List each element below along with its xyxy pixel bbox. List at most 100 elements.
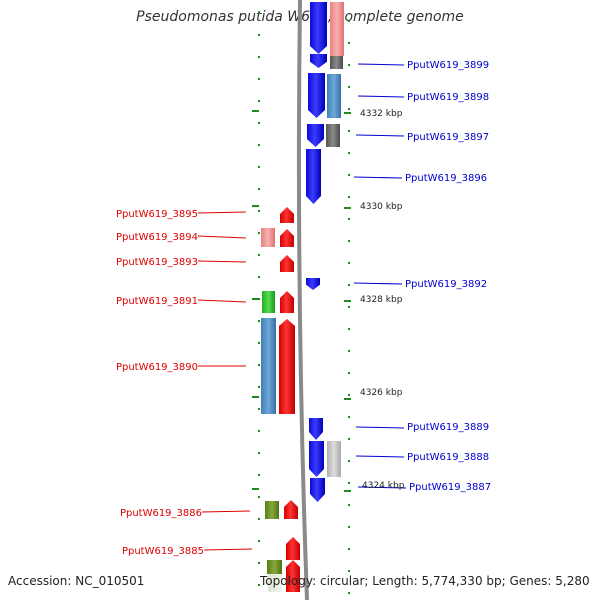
tick-mark-right	[348, 240, 350, 242]
label-connector	[203, 548, 253, 551]
tick-mark-left	[258, 452, 260, 454]
reverse-gene-label: PputW619_3891	[116, 296, 198, 307]
gene-feature-box	[267, 560, 282, 574]
tick-mark-right	[348, 174, 350, 176]
scale-label: 4332 kbp	[360, 109, 403, 119]
scale-label: 4328 kbp	[360, 295, 403, 305]
tick-mark-left	[258, 408, 260, 410]
tick-mark-left	[258, 342, 260, 344]
tick-mark-right	[348, 20, 350, 22]
tick-mark-right	[348, 526, 350, 528]
tick-mark-right	[348, 548, 350, 550]
major-tick-right	[344, 490, 351, 492]
major-tick-left	[252, 205, 259, 207]
forward-gene-label: PputW619_3896	[405, 173, 487, 184]
tick-mark-left	[258, 122, 260, 124]
gene-arrow-forward	[309, 441, 324, 477]
tick-mark-right	[348, 86, 350, 88]
gene-arrow-forward	[309, 418, 323, 440]
tick-mark-right	[348, 460, 350, 462]
tick-mark-left	[258, 276, 260, 278]
forward-gene-label: PputW619_3887	[409, 482, 491, 493]
tick-mark-right	[348, 350, 350, 352]
label-connector	[197, 260, 247, 263]
scale-labels: 4332 kbp 4330 kbp 4328 kbp 4326 kbp 4324 kbp	[360, 109, 405, 491]
forward-gene-label: PputW619_3892	[405, 279, 487, 290]
tick-mark-left	[258, 430, 260, 432]
tick-mark-right	[348, 262, 350, 264]
tick-mark-left	[258, 34, 260, 36]
label-connector	[357, 63, 405, 66]
gene-arrow-forward	[310, 54, 327, 68]
gene-features	[261, 2, 344, 592]
gene-feature-box	[326, 124, 340, 147]
gene-feature-box	[327, 441, 341, 477]
tick-mark-right	[348, 42, 350, 44]
gene-arrow-reverse	[280, 291, 294, 313]
tick-mark-right	[348, 570, 350, 572]
tick-mark-left	[258, 386, 260, 388]
forward-gene-label: PputW619_3897	[407, 132, 489, 143]
scale-label: 4330 kbp	[360, 202, 403, 212]
scale-label: 4326 kbp	[360, 388, 403, 398]
forward-gene-label: PputW619_3888	[407, 452, 489, 463]
tick-mark-right	[348, 328, 350, 330]
label-connector	[353, 282, 403, 285]
gene-labels: PputW619_3899 PputW619_3898 PputW619_3897 P…	[116, 60, 491, 557]
tick-mark-left	[258, 166, 260, 168]
gene-arrow-reverse	[284, 500, 298, 519]
gene-arrow-forward	[306, 278, 320, 290]
tick-mark-left	[258, 144, 260, 146]
forward-gene-label: PputW619_3898	[407, 92, 489, 103]
gene-arrow-forward	[308, 73, 325, 118]
major-tick-right	[344, 112, 351, 114]
major-tick-left	[252, 298, 259, 300]
tick-mark-right	[348, 306, 350, 308]
tick-mark-left	[258, 232, 260, 234]
tick-mark-left	[258, 78, 260, 80]
label-connector	[201, 510, 251, 513]
major-tick-right	[344, 207, 351, 209]
tick-mark-left	[258, 254, 260, 256]
tick-mark-right	[348, 394, 350, 396]
tick-mark-right	[348, 64, 350, 66]
topology-text: Topology: circular; Length: 5,774,330 bp…	[260, 574, 590, 588]
gene-feature-box	[327, 74, 341, 118]
gene-arrow-reverse	[280, 255, 294, 272]
gene-arrow-reverse	[286, 560, 300, 592]
label-connector	[357, 486, 407, 489]
reverse-gene-label: PputW619_3893	[116, 257, 198, 268]
tick-mark-right	[348, 218, 350, 220]
tick-mark-left	[258, 12, 260, 14]
tick-mark-left	[258, 188, 260, 190]
gene-arrow-forward	[307, 124, 324, 147]
reverse-gene-label: PputW619_3895	[116, 209, 198, 220]
tick-mark-right	[348, 196, 350, 198]
tick-mark-left	[258, 540, 260, 542]
gene-arrow-reverse	[286, 537, 300, 560]
label-connector	[197, 235, 247, 239]
gene-arrow-forward	[310, 478, 325, 502]
gene-feature-box	[261, 318, 276, 414]
forward-gene-label: PputW619_3899	[407, 60, 489, 71]
tick-mark-right	[348, 504, 350, 506]
gene-feature-box	[265, 501, 279, 519]
genome-backbone	[296, 0, 309, 600]
tick-mark-right	[348, 152, 350, 154]
forward-gene-label: PputW619_3889	[407, 422, 489, 433]
tick-mark-left	[258, 584, 260, 586]
reverse-gene-label: PputW619_3890	[116, 362, 198, 373]
gene-feature-box	[330, 56, 343, 69]
tick-mark-left	[258, 474, 260, 476]
label-connector	[197, 211, 247, 214]
gene-feature-box	[262, 291, 275, 313]
tick-mark-left	[258, 518, 260, 520]
tick-mark-right	[348, 416, 350, 418]
gene-arrow-reverse	[279, 319, 295, 414]
scale-label: 4324 kbp	[362, 481, 405, 491]
reverse-gene-label: PputW619_3886	[120, 508, 202, 519]
gene-arrow-forward	[306, 149, 321, 204]
label-connector	[357, 95, 405, 98]
major-tick-left	[252, 488, 259, 490]
